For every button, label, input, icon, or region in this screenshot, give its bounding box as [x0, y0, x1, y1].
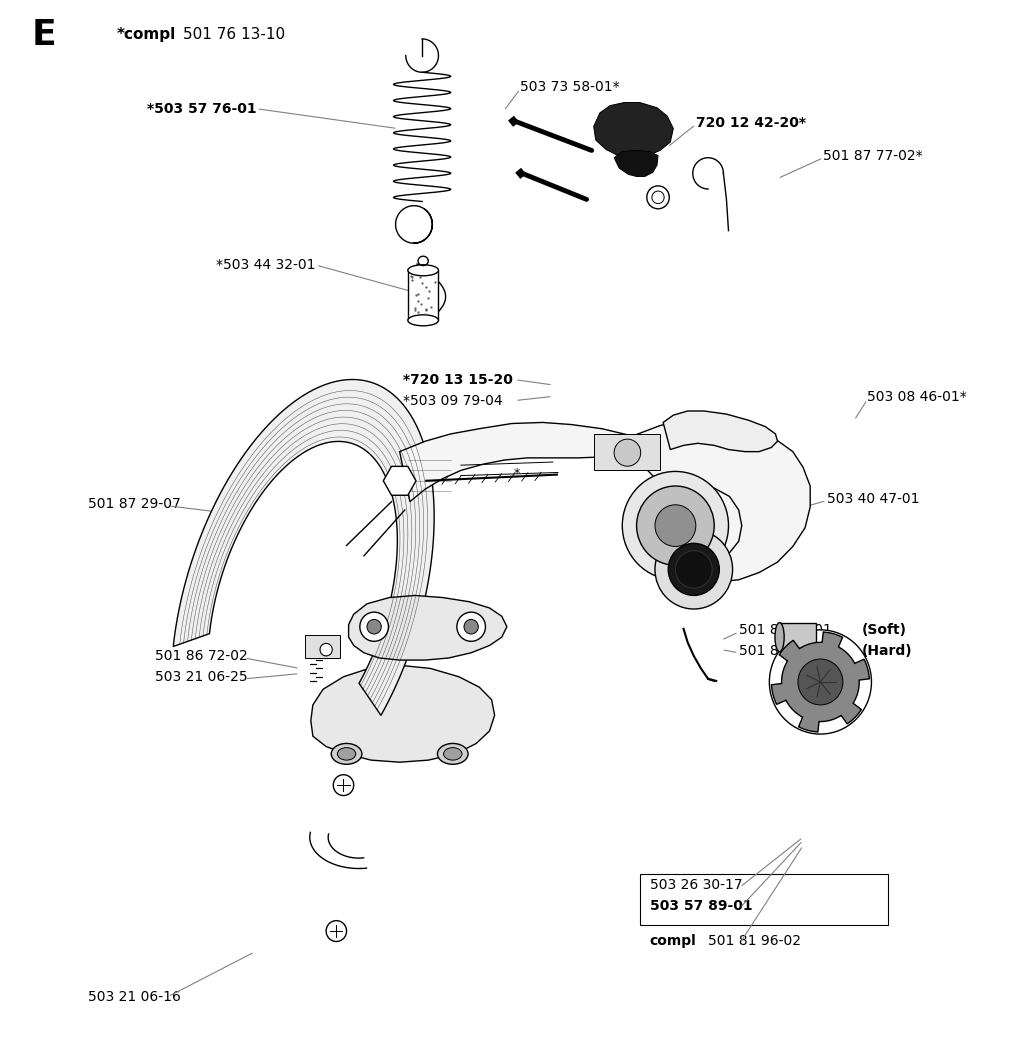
Text: 501 87 77-02*: 501 87 77-02*	[823, 148, 923, 163]
Circle shape	[655, 530, 732, 609]
Text: 503 08 46-01*: 503 08 46-01*	[867, 391, 967, 404]
Polygon shape	[771, 632, 869, 732]
Polygon shape	[399, 420, 810, 582]
Ellipse shape	[408, 315, 438, 326]
Circle shape	[676, 551, 712, 588]
Text: 503 40 47-01: 503 40 47-01	[826, 491, 919, 506]
Text: compl: compl	[650, 934, 696, 949]
Polygon shape	[173, 379, 434, 716]
Circle shape	[457, 612, 485, 642]
Text: E: E	[32, 18, 56, 52]
Bar	[408, 271, 438, 321]
Circle shape	[326, 921, 346, 942]
Ellipse shape	[331, 743, 361, 764]
Circle shape	[637, 486, 714, 565]
Circle shape	[333, 774, 353, 795]
Text: 503 57 89-01: 503 57 89-01	[650, 899, 753, 913]
Bar	[305, 635, 340, 658]
Circle shape	[655, 505, 696, 547]
Text: 501 87 31-01*: 501 87 31-01*	[379, 442, 479, 457]
Polygon shape	[594, 102, 674, 158]
Ellipse shape	[337, 747, 355, 760]
Bar	[594, 434, 660, 470]
Text: 503 21 06-25: 503 21 06-25	[155, 670, 247, 683]
Circle shape	[798, 659, 843, 705]
Text: 501 87 29-07: 501 87 29-07	[88, 496, 181, 511]
Bar	[640, 874, 888, 925]
Polygon shape	[311, 666, 495, 762]
Circle shape	[464, 620, 478, 634]
Text: 501 86 70-01: 501 86 70-01	[738, 623, 831, 636]
Text: *720 13 15-20: *720 13 15-20	[402, 373, 513, 387]
Ellipse shape	[775, 623, 784, 652]
Text: (Hard): (Hard)	[861, 644, 912, 657]
Text: 501 81 96-02: 501 81 96-02	[708, 934, 801, 949]
Text: 501 86 70-02: 501 86 70-02	[738, 644, 831, 657]
Text: *503 09 79-04: *503 09 79-04	[402, 394, 503, 408]
Circle shape	[359, 612, 388, 642]
Text: 503 21 06-16: 503 21 06-16	[88, 990, 181, 1003]
Polygon shape	[348, 596, 507, 660]
Polygon shape	[614, 150, 658, 177]
Text: *503 57 76-01: *503 57 76-01	[147, 101, 257, 116]
Bar	[779, 623, 816, 652]
Text: 503 26 30-17: 503 26 30-17	[650, 878, 742, 892]
Text: 501 76 13-10: 501 76 13-10	[183, 27, 286, 42]
Ellipse shape	[443, 747, 462, 760]
Text: (Soft): (Soft)	[861, 623, 906, 636]
Ellipse shape	[437, 743, 468, 764]
Ellipse shape	[408, 264, 438, 276]
Text: 503 73 58-01*: 503 73 58-01*	[520, 79, 620, 94]
Circle shape	[669, 543, 719, 596]
Polygon shape	[383, 466, 416, 495]
Text: *503 44 32-01: *503 44 32-01	[216, 258, 315, 272]
Text: *: *	[514, 467, 520, 480]
Polygon shape	[664, 411, 777, 451]
Circle shape	[367, 620, 381, 634]
Circle shape	[623, 471, 728, 580]
Text: 501 86 72-02: 501 86 72-02	[155, 649, 248, 663]
Text: *compl: *compl	[117, 27, 176, 42]
Circle shape	[321, 644, 332, 656]
Circle shape	[614, 439, 641, 466]
Circle shape	[769, 630, 871, 734]
Text: 720 12 42-20*: 720 12 42-20*	[696, 116, 806, 131]
